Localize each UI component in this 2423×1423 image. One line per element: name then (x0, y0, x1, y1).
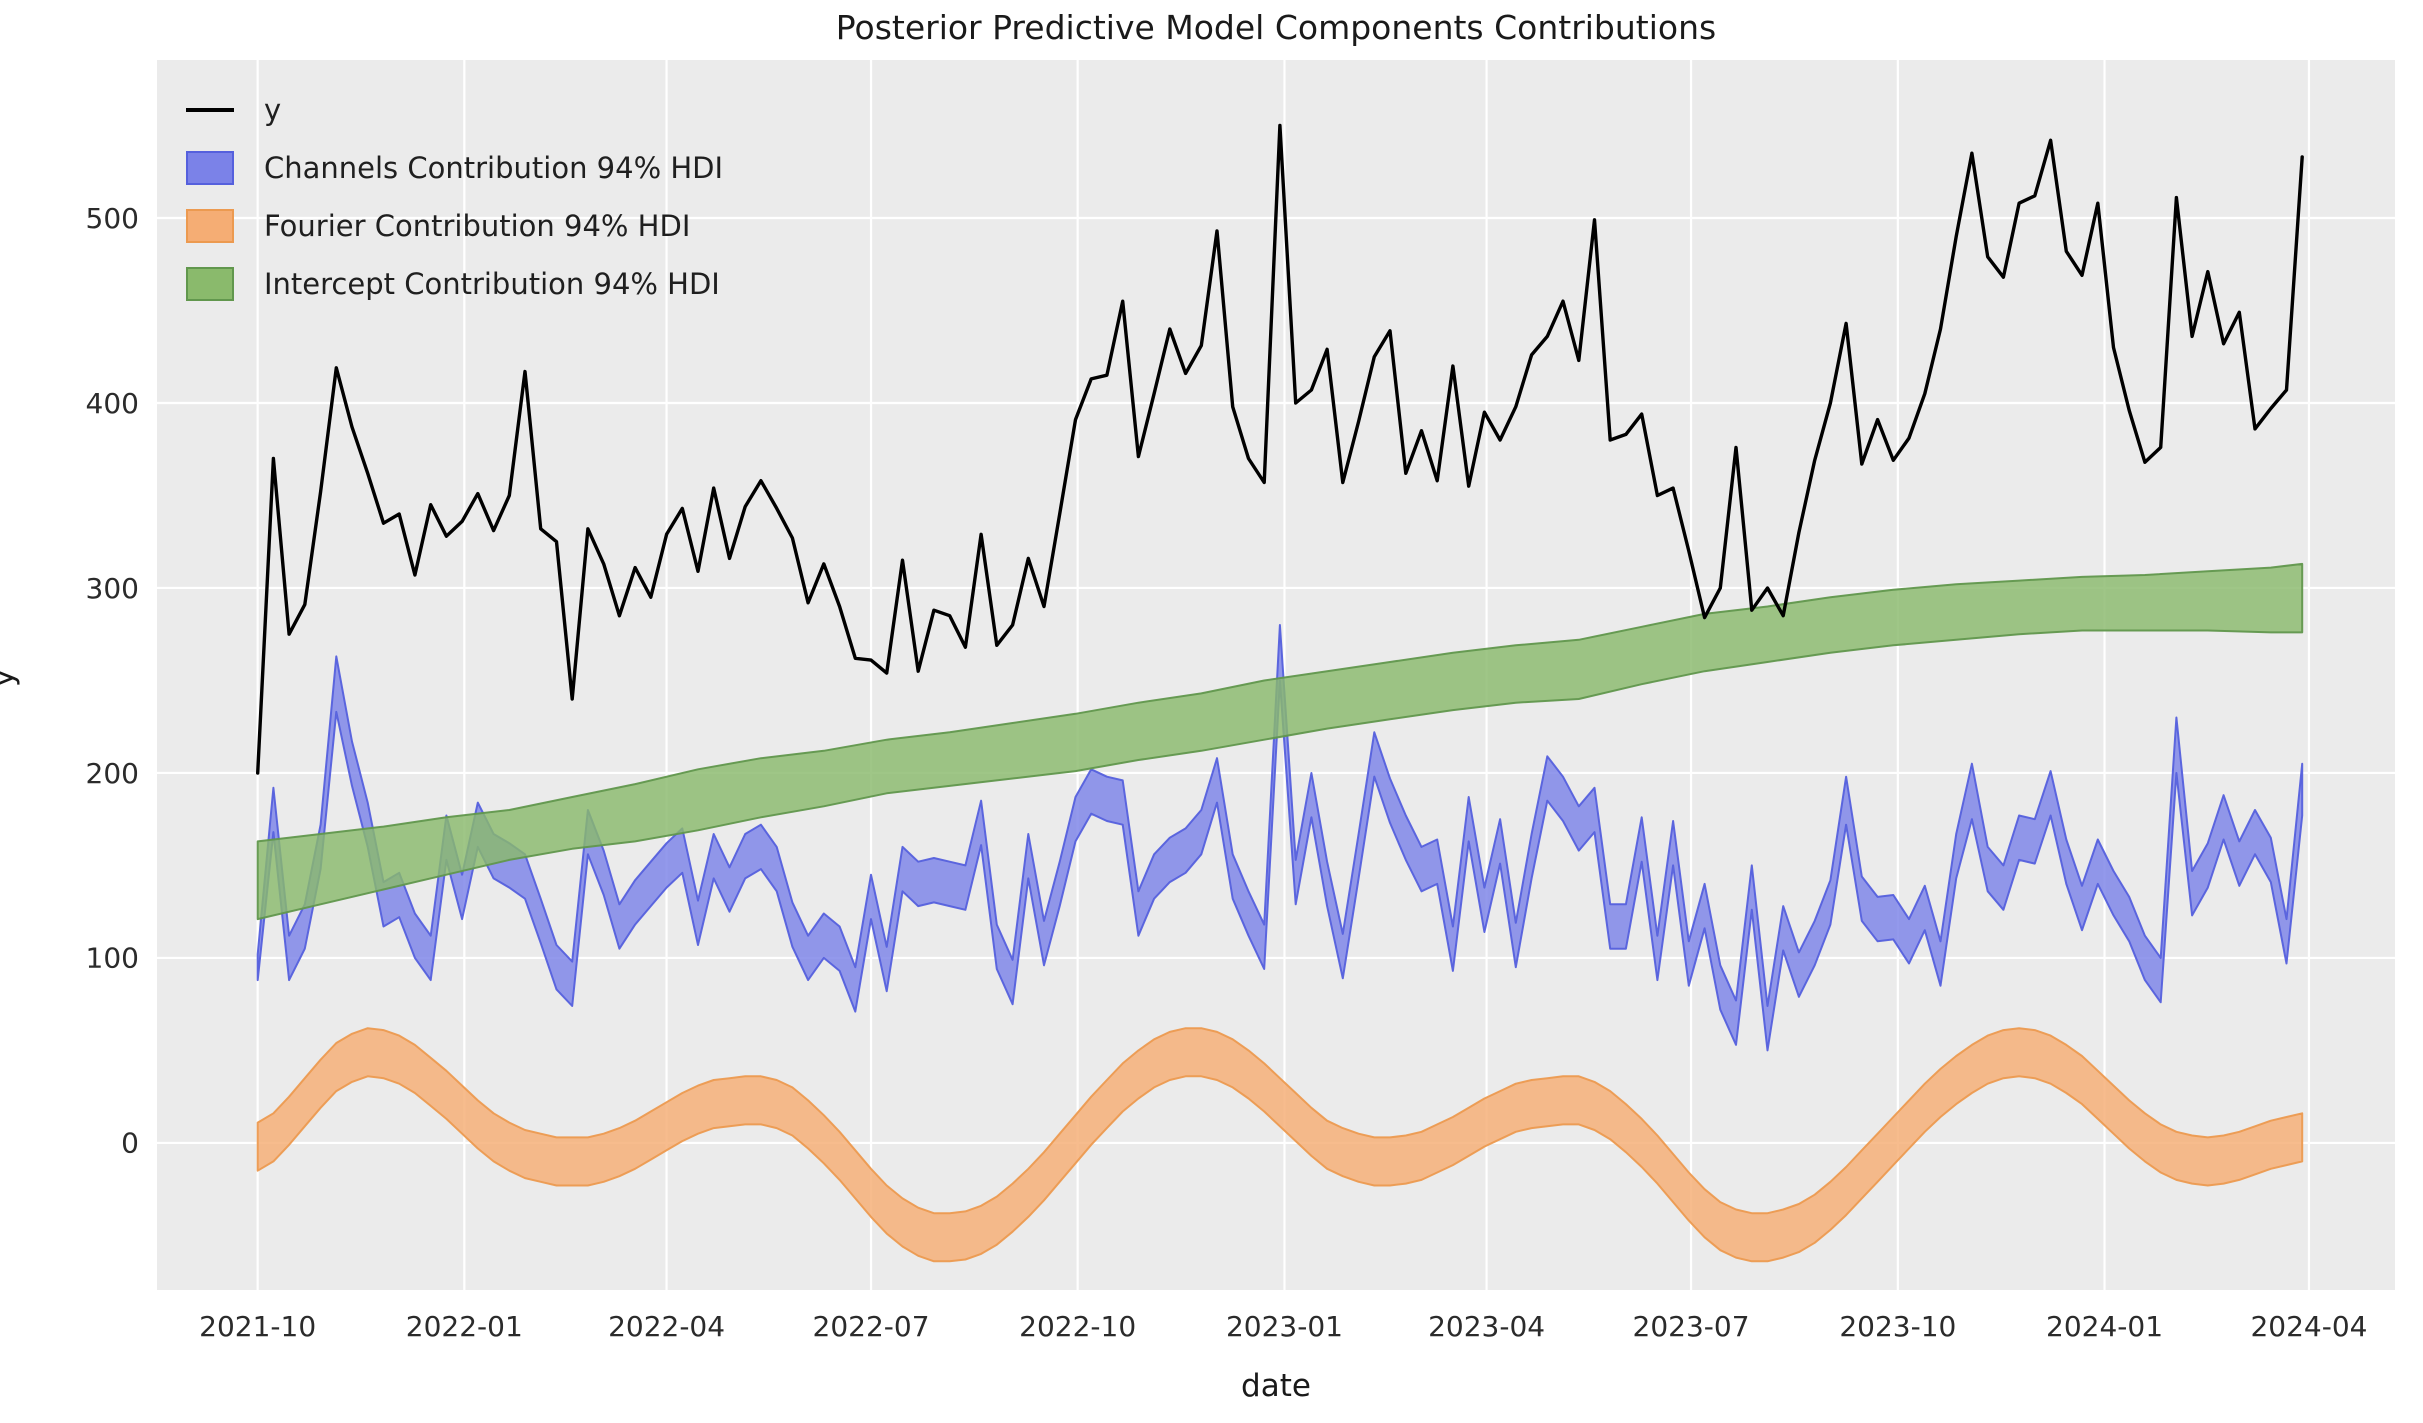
x-tick-label: 2022-10 (1019, 1310, 1136, 1343)
y-tick-label: 200 (86, 757, 139, 790)
band-fourier (256, 1027, 2304, 1263)
legend: y Channels Contribution 94% HDI Fourier … (186, 88, 723, 306)
chart-title: Posterior Predictive Model Components Co… (835, 8, 1717, 47)
x-tick-label: 2022-07 (813, 1310, 930, 1343)
y-tick-label: 500 (86, 202, 139, 235)
legend-item-y: y (186, 88, 723, 132)
y-tick-label: 0 (121, 1127, 139, 1160)
y-tick-label: 100 (86, 942, 139, 975)
legend-item-channels: Channels Contribution 94% HDI (186, 146, 723, 190)
legend-label: y (264, 93, 282, 127)
x-axis-label: date (1241, 1368, 1311, 1404)
legend-item-intercept: Intercept Contribution 94% HDI (186, 262, 723, 306)
legend-patch-fourier (186, 209, 234, 243)
x-tick-label: 2023-01 (1226, 1310, 1343, 1343)
x-tick-label: 2022-01 (406, 1310, 523, 1343)
band-channels (256, 624, 2304, 1052)
x-tick-label: 2023-04 (1428, 1310, 1545, 1343)
legend-item-fourier: Fourier Contribution 94% HDI (186, 204, 723, 248)
legend-line-sample (186, 108, 234, 112)
line-y (256, 123, 2304, 775)
legend-label: Fourier Contribution 94% HDI (264, 209, 691, 243)
x-tick-label: 2023-07 (1633, 1310, 1750, 1343)
x-tick-label: 2024-01 (2046, 1310, 2163, 1343)
x-tick-label: 2021-10 (199, 1310, 316, 1343)
x-tick-label: 2023-10 (1839, 1310, 1956, 1343)
legend-patch-intercept (186, 267, 234, 301)
legend-label: Channels Contribution 94% HDI (264, 151, 724, 185)
legend-label: Intercept Contribution 94% HDI (264, 267, 720, 301)
y-tick-label: 400 (86, 387, 139, 420)
axis-tick-labels: 0 100 200 300 400 500 2021-10 2022-01 2022-04 202… (86, 202, 2368, 1343)
x-tick-label: 2022-04 (608, 1310, 725, 1343)
y-axis-label: y (0, 669, 21, 687)
x-tick-label: 2024-04 (2250, 1310, 2367, 1343)
y-tick-label: 300 (86, 572, 139, 605)
band-intercept (256, 562, 2304, 921)
legend-patch-channels (186, 151, 234, 185)
